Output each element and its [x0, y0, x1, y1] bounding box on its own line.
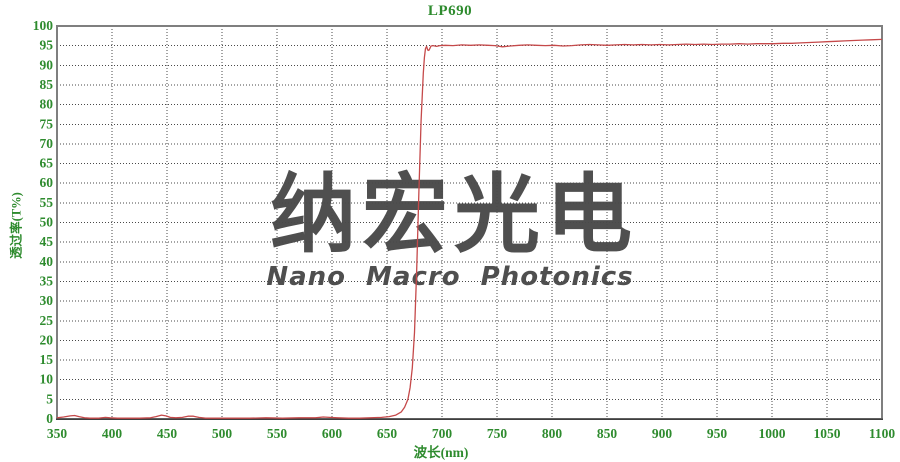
x-tick-label: 1050	[814, 426, 841, 441]
y-tick-label: 20	[40, 332, 54, 347]
chart-title: LP690	[427, 3, 473, 19]
y-tick-label: 50	[40, 215, 54, 230]
x-tick-label: 1100	[869, 426, 896, 441]
x-tick-label: 600	[322, 426, 343, 441]
x-tick-label: 850	[597, 426, 618, 441]
y-tick-label: 95	[40, 38, 54, 53]
y-tick-label: 25	[40, 313, 54, 328]
y-tick-label: 75	[40, 116, 54, 131]
y-tick-label: 85	[40, 77, 54, 92]
y-tick-label: 10	[40, 372, 54, 387]
x-tick-label: 350	[47, 426, 68, 441]
x-tick-label: 1000	[759, 426, 786, 441]
y-tick-label: 5	[46, 391, 53, 406]
x-tick-label: 700	[432, 426, 453, 441]
x-tick-label: 800	[542, 426, 563, 441]
x-tick-label: 750	[487, 426, 508, 441]
y-tick-label: 90	[40, 57, 54, 72]
y-tick-label: 45	[40, 234, 54, 249]
y-tick-label: 60	[40, 175, 54, 190]
x-axis-label: 波长(nm)	[413, 445, 469, 460]
y-tick-label: 15	[40, 352, 54, 367]
x-tick-label: 950	[707, 426, 728, 441]
y-tick-label: 40	[40, 254, 54, 269]
y-tick-label: 0	[46, 411, 53, 426]
y-tick-label: 30	[40, 293, 54, 308]
y-tick-label: 100	[33, 18, 54, 33]
x-tick-label: 500	[212, 426, 233, 441]
x-tick-label: 900	[652, 426, 673, 441]
x-tick-label: 550	[267, 426, 288, 441]
y-tick-label: 70	[40, 136, 54, 151]
watermark-english: Nano Macro Photonics	[266, 262, 634, 292]
y-tick-label: 35	[40, 273, 54, 288]
y-tick-label: 55	[40, 195, 54, 210]
x-tick-label: 650	[377, 426, 398, 441]
x-tick-label: 450	[157, 426, 178, 441]
transmission-curve	[56, 38, 883, 419]
y-tick-label: 65	[40, 156, 54, 171]
y-tick-label: 80	[40, 97, 54, 112]
x-tick-label: 400	[102, 426, 123, 441]
